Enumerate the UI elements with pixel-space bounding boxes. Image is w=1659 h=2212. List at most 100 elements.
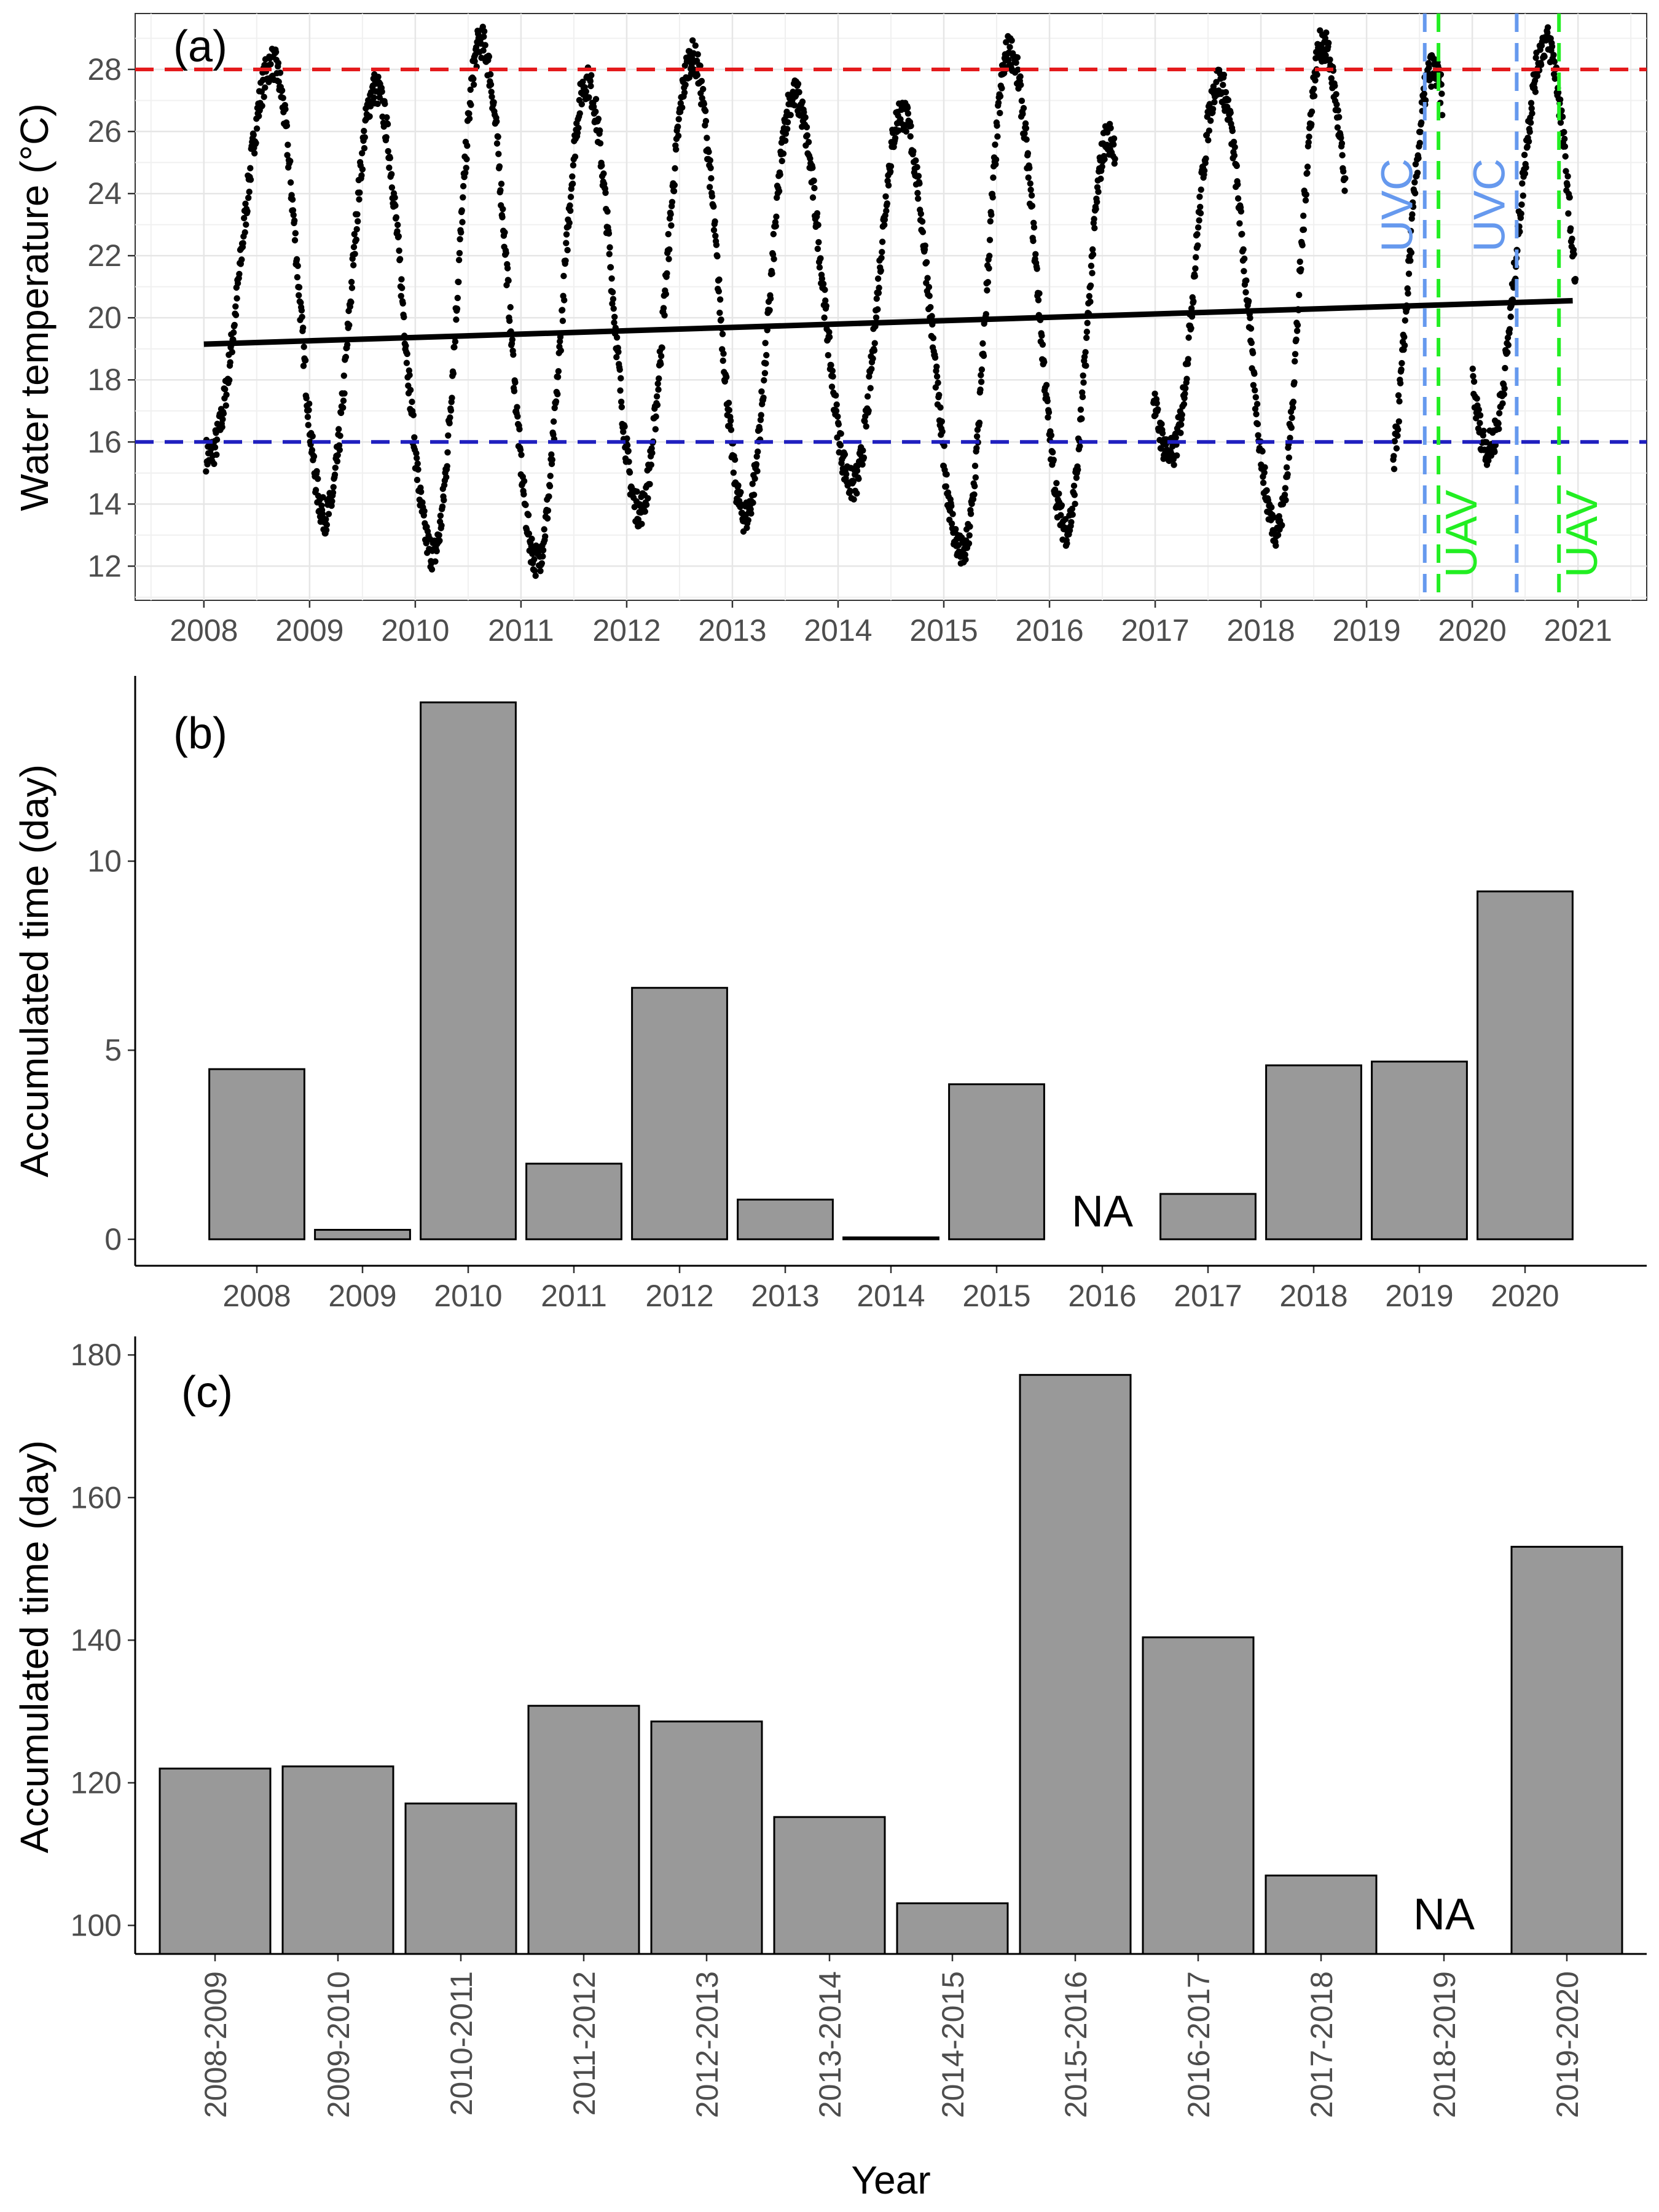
bar	[525, 1163, 622, 1241]
temperature-point	[1080, 379, 1087, 386]
temperature-point	[470, 76, 477, 82]
temperature-point	[879, 238, 886, 245]
x-tick-label: 2019	[1333, 613, 1401, 648]
x-tick-label: 2010	[434, 1279, 502, 1313]
temperature-point	[716, 309, 723, 316]
temperature-point	[755, 448, 761, 455]
temperature-point	[860, 454, 868, 461]
temperature-point	[1395, 426, 1402, 433]
temperature-point	[763, 360, 769, 367]
temperature-point	[796, 88, 802, 96]
y-tick-label: 180	[71, 1338, 122, 1372]
temperature-point	[1087, 282, 1094, 289]
temperature-point	[1305, 139, 1312, 146]
temperature-point	[1229, 127, 1236, 135]
temperature-point	[1339, 152, 1346, 159]
temperature-point	[610, 305, 617, 312]
temperature-point	[700, 100, 708, 108]
x-tick-label: 2016	[1068, 1279, 1136, 1313]
temperature-point	[873, 314, 880, 321]
temperature-point	[1243, 277, 1250, 284]
temperature-point	[606, 251, 613, 257]
temperature-point	[873, 295, 880, 302]
temperature-point	[1073, 474, 1080, 481]
temperature-point	[1290, 398, 1297, 406]
temperature-point	[833, 392, 839, 399]
temperature-point	[247, 176, 254, 183]
temperature-point	[500, 206, 506, 213]
temperature-point	[348, 284, 356, 291]
x-tick-label: 2021	[1544, 613, 1612, 648]
temperature-point	[779, 157, 785, 165]
temperature-point	[1534, 73, 1541, 79]
temperature-point	[1029, 202, 1036, 210]
temperature-point	[922, 242, 928, 249]
temperature-point	[554, 391, 561, 398]
temperature-point	[706, 184, 713, 190]
temperature-point	[511, 388, 518, 394]
temperature-point	[833, 401, 840, 408]
temperature-point	[804, 132, 811, 139]
temperature-point	[1426, 65, 1432, 71]
temperature-point	[810, 177, 817, 184]
temperature-point	[444, 463, 450, 469]
temperature-point	[914, 195, 922, 202]
temperature-point	[769, 270, 775, 277]
temperature-point	[495, 151, 502, 157]
temperature-point	[1252, 387, 1258, 394]
temperature-point	[807, 155, 814, 162]
temperature-point	[298, 307, 305, 314]
temperature-point	[592, 96, 600, 103]
temperature-point	[1174, 452, 1180, 459]
temperature-point	[259, 103, 265, 109]
temperature-point	[246, 189, 253, 195]
temperature-point	[575, 125, 582, 131]
temperature-point	[616, 366, 623, 373]
temperature-point	[600, 170, 607, 177]
temperature-point	[962, 551, 969, 558]
bar	[1510, 1545, 1623, 1955]
temperature-point	[1390, 466, 1398, 473]
temperature-point	[419, 499, 426, 506]
temperature-point	[972, 474, 979, 481]
temperature-point	[649, 450, 656, 457]
temperature-point	[517, 446, 524, 453]
x-tick-label: 2018	[1226, 613, 1295, 648]
temperature-point	[726, 407, 733, 414]
temperature-point	[986, 253, 993, 259]
temperature-point	[935, 379, 941, 386]
temperature-point	[436, 531, 442, 539]
temperature-point	[1526, 128, 1533, 135]
temperature-point	[1439, 112, 1446, 119]
temperature-point	[520, 491, 527, 498]
temperature-point	[458, 229, 465, 236]
x-tick-label: 2011	[541, 1279, 607, 1313]
temperature-point	[455, 257, 463, 264]
temperature-point	[760, 394, 767, 401]
temperature-point	[549, 457, 555, 463]
x-tick-label: 2011	[488, 613, 554, 648]
temperature-point	[303, 394, 310, 402]
temperature-point	[1206, 127, 1213, 134]
temperature-point	[450, 370, 457, 377]
temperature-point	[578, 101, 585, 108]
temperature-point	[421, 508, 428, 514]
temperature-point	[837, 430, 844, 437]
temperature-point	[660, 305, 667, 312]
y-tick-label: 120	[71, 1765, 122, 1800]
temperature-point	[309, 433, 316, 440]
temperature-point	[1036, 290, 1043, 297]
temperature-point	[344, 341, 351, 348]
temperature-point	[1070, 482, 1078, 489]
temperature-point	[1528, 119, 1534, 126]
temperature-point	[773, 213, 780, 220]
temperature-point	[433, 547, 440, 555]
bar	[1371, 1061, 1468, 1241]
temperature-point	[1021, 130, 1028, 137]
temperature-point	[1563, 168, 1569, 175]
x-tick-label: 2008-2009	[198, 1971, 233, 2118]
temperature-point	[531, 556, 538, 563]
trend-line	[203, 297, 1573, 347]
temperature-point	[451, 343, 458, 351]
temperature-point	[1470, 378, 1478, 385]
